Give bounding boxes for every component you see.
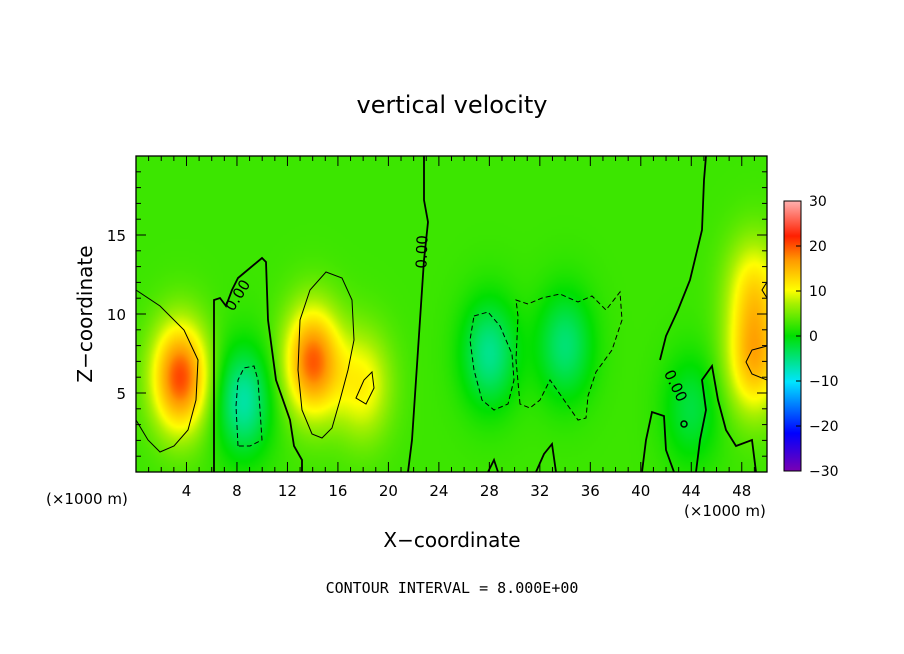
x-unit-right: (×1000 m) — [684, 502, 766, 520]
colorbar-tick-label: −30 — [809, 464, 839, 480]
zero-contour-1 — [213, 256, 303, 472]
y-tick-label: 5 — [116, 385, 126, 403]
x-unit-left: (×1000 m) — [46, 490, 128, 508]
y-axis-label: Z−coordinate — [73, 245, 97, 382]
chart-title: vertical velocity — [357, 91, 548, 119]
colorbar-tick-labels: 30 20 10 0 −10 −20 −30 — [809, 194, 839, 480]
zero-contour-2 — [407, 156, 429, 472]
colorbar-tick-label: 20 — [809, 239, 827, 255]
y-tick-label: 15 — [107, 227, 126, 245]
x-tick-label: 36 — [581, 482, 600, 500]
x-tick-label: 44 — [682, 482, 701, 500]
zero-contour-8 — [680, 420, 688, 428]
y-ticks — [136, 171, 767, 457]
colorbar: 30 20 10 0 −10 −20 −30 — [783, 194, 839, 480]
heatmap — [136, 156, 767, 472]
contour-8-right-top — [761, 281, 767, 299]
colorbar-ticks — [796, 200, 801, 472]
x-tick-label: 28 — [480, 482, 499, 500]
contour-neg8-c — [515, 290, 623, 421]
contour-8-left — [136, 289, 199, 453]
x-tick-label: 40 — [631, 482, 650, 500]
x-ticks — [148, 156, 755, 472]
contour-8-right — [745, 345, 767, 381]
y-tick-label: 10 — [107, 306, 126, 324]
contour-neg8-b — [469, 311, 515, 411]
zero-contour-7 — [487, 457, 499, 472]
colorbar-tick-label: 0 — [809, 329, 818, 345]
contour-8-center — [297, 271, 355, 439]
heatmap-field — [136, 156, 767, 472]
x-axis-label: X−coordinate — [383, 528, 520, 552]
zero-contour-4 — [641, 410, 675, 472]
x-tick-label: 12 — [278, 482, 297, 500]
colorbar-tick-label: −10 — [809, 374, 839, 390]
contour-8-small — [355, 370, 375, 405]
x-tick-label: 24 — [429, 482, 448, 500]
colorbar-tick-label: −20 — [809, 419, 839, 435]
x-tick-label: 8 — [232, 482, 242, 500]
y-tick-labels: 5 10 15 — [107, 227, 126, 403]
contour-label-2: 0.00 — [412, 235, 431, 269]
colorbar-tick-label: 30 — [809, 194, 827, 210]
colorbar-tick-label: 10 — [809, 284, 827, 300]
x-tick-label: 20 — [379, 482, 398, 500]
x-tick-labels: 4 8 12 16 20 24 28 32 36 40 44 48 — [182, 482, 752, 500]
x-tick-label: 16 — [328, 482, 347, 500]
contour-neg8-a — [235, 365, 263, 447]
x-tick-label: 32 — [530, 482, 549, 500]
zero-contour-5 — [695, 363, 757, 472]
zero-contour-3 — [659, 156, 707, 361]
contour-interval-note: CONTOUR INTERVAL = 8.000E+00 — [326, 579, 579, 597]
x-tick-label: 4 — [182, 482, 192, 500]
x-tick-label: 48 — [732, 482, 751, 500]
